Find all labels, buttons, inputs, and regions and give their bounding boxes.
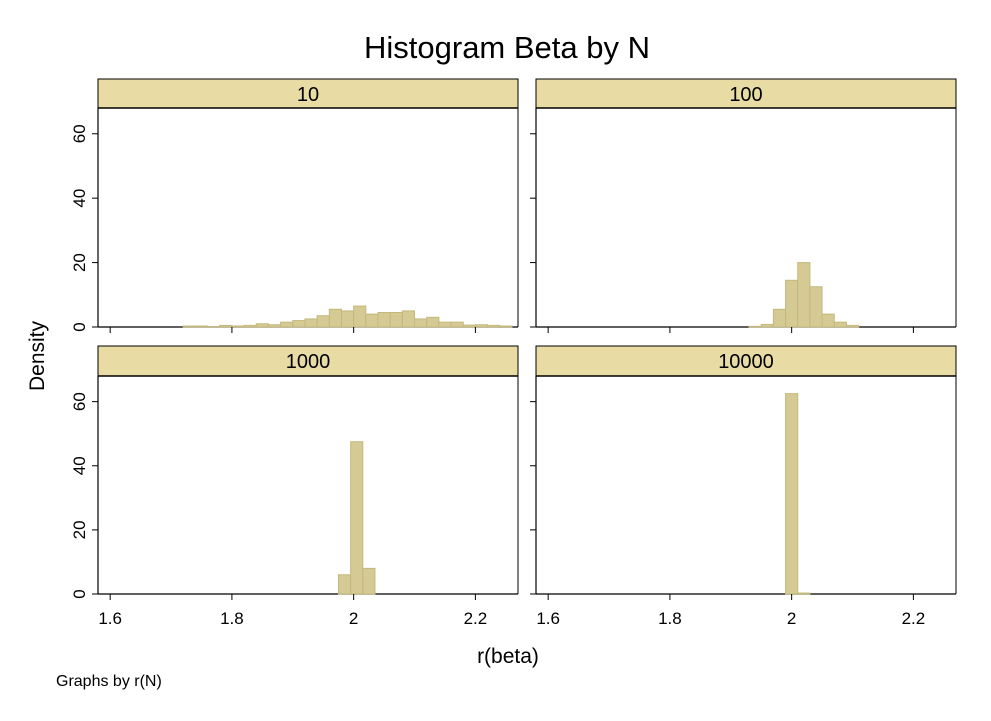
panel-strip-label: 10000 [718, 351, 774, 373]
histogram-bar [821, 313, 835, 328]
histogram-bar [231, 325, 245, 328]
x-tick-label: 2 [349, 609, 358, 628]
histogram-bar [845, 324, 860, 328]
histogram-bar [797, 262, 811, 328]
panel-strip [97, 345, 519, 377]
histogram-bar [499, 325, 513, 328]
x-tick-label: 2 [787, 609, 796, 628]
histogram-bar [772, 308, 787, 328]
histogram-bar [748, 325, 762, 328]
y-tick-label: 40 [70, 456, 89, 475]
y-tick-label: 0 [70, 589, 89, 598]
histogram-bar [760, 323, 774, 328]
histogram-bar [365, 313, 379, 328]
x-tick-label: 2.2 [902, 609, 926, 628]
histogram-bar [243, 324, 257, 328]
histogram-bar [377, 312, 391, 328]
histogram-bar [340, 310, 355, 328]
histogram-bar [194, 325, 209, 328]
histogram-bar [487, 324, 501, 328]
chart-title: Histogram Beta by N [364, 30, 650, 65]
x-tick-label: 2.2 [464, 609, 488, 628]
histogram-bar [833, 321, 847, 328]
histogram-bar [426, 316, 440, 328]
histogram-bar [219, 324, 233, 328]
y-tick-label: 20 [70, 520, 89, 539]
histogram-bar [389, 312, 403, 328]
y-tick-label: 20 [70, 253, 89, 272]
histogram-bar [785, 393, 799, 595]
histogram-bar [797, 592, 811, 595]
panel-strip-label: 1000 [286, 351, 331, 373]
histogram-bar [350, 441, 364, 595]
panel-strip-label: 10 [297, 84, 319, 106]
histogram-bar [337, 574, 352, 595]
histogram-bar [304, 318, 318, 328]
panel-10000: 10000 1.6 1.8 2 2.2 [530, 345, 957, 628]
histogram-bar [316, 315, 330, 328]
y-tick-label: 0 [70, 322, 89, 331]
y-tick-label: 60 [70, 124, 89, 143]
panel-1000: 1000 0 20 40 60 1.6 1.8 2 2.2 [70, 345, 519, 628]
histogram-bar [474, 324, 489, 328]
histogram-bar [182, 325, 196, 328]
panel-10: 10 0 20 40 60 [70, 78, 519, 333]
histogram-bar [362, 567, 376, 595]
histogram-bar [438, 321, 452, 328]
histogram-bar [267, 324, 282, 328]
histogram-bar [328, 308, 342, 328]
x-tick-label: 1.6 [98, 609, 122, 628]
histogram-bar [809, 286, 823, 328]
x-tick-label: 1.8 [220, 609, 244, 628]
histogram-bar [450, 321, 464, 328]
histogram-bar [414, 318, 428, 328]
x-axis-title: r(beta) [477, 645, 539, 668]
graphs-by-note: Graphs by r(N) [56, 673, 162, 690]
x-tick-label: 1.6 [536, 609, 560, 628]
histogram-bar [353, 305, 367, 328]
histogram-bar [462, 324, 476, 328]
panel-100: 100 [530, 78, 957, 333]
histogram-bar [785, 279, 799, 328]
y-tick-label: 60 [70, 392, 89, 411]
panel-strip [97, 78, 519, 109]
y-tick-label: 40 [70, 189, 89, 208]
panel-strip [535, 78, 957, 109]
histogram-bar [255, 323, 269, 328]
histogram-bar [280, 321, 294, 328]
histogram-bar [401, 310, 416, 328]
panel-strip-label: 100 [729, 84, 762, 106]
histogram-bar [292, 320, 306, 328]
panel-strip [535, 345, 957, 377]
x-tick-label: 1.8 [658, 609, 682, 628]
y-axis-title: Density [26, 320, 49, 391]
